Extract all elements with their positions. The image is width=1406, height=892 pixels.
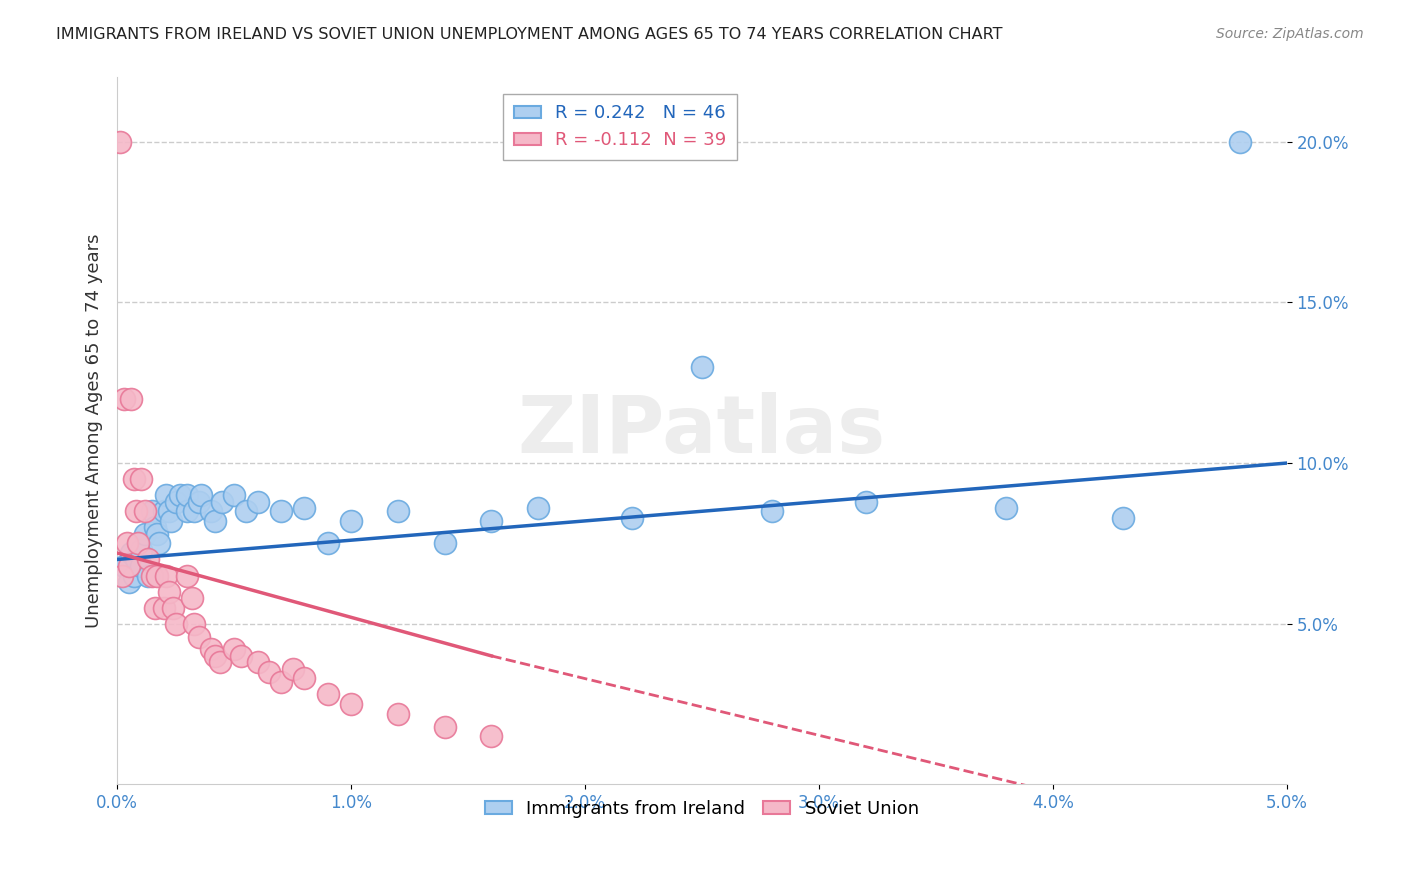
Point (153, 600, 176, 615)
Point (169, 488, 191, 502)
Point (153, 504, 176, 518)
Y-axis label: Unemployment Among Ages 65 to 74 years: Unemployment Among Ages 65 to 74 years (86, 234, 103, 628)
Point (162, 600, 184, 615)
Point (433, 720, 456, 734)
Text: ZIPatlas: ZIPatlas (517, 392, 886, 470)
Point (141, 504, 163, 518)
Text: IMMIGRANTS FROM IRELAND VS SOVIET UNION UNEMPLOYMENT AMONG AGES 65 TO 74 YEARS C: IMMIGRANTS FROM IRELAND VS SOVIET UNION … (56, 27, 1002, 42)
Legend: Immigrants from Ireland, Soviet Union: Immigrants from Ireland, Soviet Union (478, 792, 927, 825)
Point (292, 672, 315, 686)
Point (181, 591, 204, 605)
Point (204, 648, 226, 663)
Point (188, 630, 211, 644)
Point (620, 510, 643, 524)
Point (855, 494, 877, 508)
Point (165, 494, 187, 508)
Point (340, 697, 363, 711)
Point (433, 536, 456, 550)
Point (129, 542, 152, 557)
Point (188, 494, 211, 508)
Point (387, 706, 409, 721)
Point (165, 616, 187, 631)
Point (270, 674, 292, 689)
Point (136, 552, 159, 566)
Point (129, 472, 152, 486)
Point (204, 514, 226, 528)
Point (120, 546, 142, 560)
Point (125, 504, 148, 518)
Point (118, 574, 141, 589)
Point (246, 656, 269, 670)
Point (148, 536, 170, 550)
Point (235, 504, 257, 518)
Point (129, 558, 152, 573)
Text: Source: ZipAtlas.com: Source: ZipAtlas.com (1216, 27, 1364, 41)
Point (157, 504, 180, 518)
Point (761, 504, 783, 518)
Point (200, 642, 222, 657)
Point (157, 584, 180, 599)
Point (690, 359, 713, 374)
Point (115, 536, 138, 550)
Point (481, 514, 503, 528)
Point (1112, 510, 1135, 524)
Point (1229, 135, 1251, 149)
Point (143, 600, 166, 615)
Point (190, 488, 212, 502)
Point (200, 504, 222, 518)
Point (111, 568, 134, 582)
Point (224, 642, 246, 657)
Point (224, 488, 246, 502)
Point (146, 526, 169, 541)
Point (270, 504, 292, 518)
Point (122, 472, 145, 486)
Point (340, 514, 363, 528)
Point (183, 504, 205, 518)
Point (141, 568, 163, 582)
Point (155, 488, 177, 502)
Point (127, 536, 149, 550)
Point (125, 552, 148, 566)
Point (176, 568, 198, 582)
Point (231, 648, 253, 663)
Point (118, 558, 141, 573)
Point (122, 568, 145, 582)
Point (211, 494, 233, 508)
Point (176, 504, 198, 518)
Point (143, 520, 166, 534)
Point (108, 135, 131, 149)
Point (183, 616, 205, 631)
Point (155, 568, 177, 582)
Point (136, 568, 159, 582)
Point (112, 392, 135, 406)
Point (160, 514, 183, 528)
Point (146, 568, 169, 582)
Point (527, 501, 550, 516)
Point (316, 688, 339, 702)
Point (994, 501, 1017, 516)
Point (134, 526, 156, 541)
Point (127, 536, 149, 550)
Point (134, 504, 156, 518)
Point (481, 729, 503, 743)
Point (209, 656, 232, 670)
Point (292, 501, 315, 516)
Point (316, 536, 339, 550)
Point (176, 488, 198, 502)
Point (281, 662, 304, 676)
Point (120, 392, 142, 406)
Point (246, 494, 269, 508)
Point (257, 665, 280, 679)
Point (387, 504, 409, 518)
Point (112, 558, 135, 573)
